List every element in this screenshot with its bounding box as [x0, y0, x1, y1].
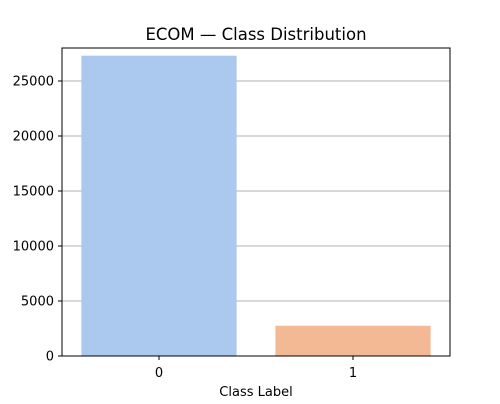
x-tick-label: 1: [349, 366, 357, 381]
bars: [81, 55, 431, 356]
y-tick-label: 20000: [13, 130, 54, 145]
y-tick-label: 25000: [13, 75, 54, 90]
bar-class-0: [81, 55, 237, 356]
y-tick-label: 10000: [13, 240, 54, 255]
axes: [61, 47, 451, 357]
bar-class-1: [275, 325, 431, 356]
x-tick-label: 0: [155, 366, 163, 381]
chart-title: ECOM — Class Distribution: [145, 25, 366, 44]
y-tick-label: 5000: [21, 295, 54, 310]
y-ticks: 0 5000 10000 15000 20000 25000: [13, 75, 62, 365]
y-tick-label: 15000: [13, 185, 54, 200]
plot-frame: [61, 47, 451, 357]
x-axis-label: Class Label: [219, 385, 292, 400]
y-tick-label: 0: [46, 350, 54, 365]
